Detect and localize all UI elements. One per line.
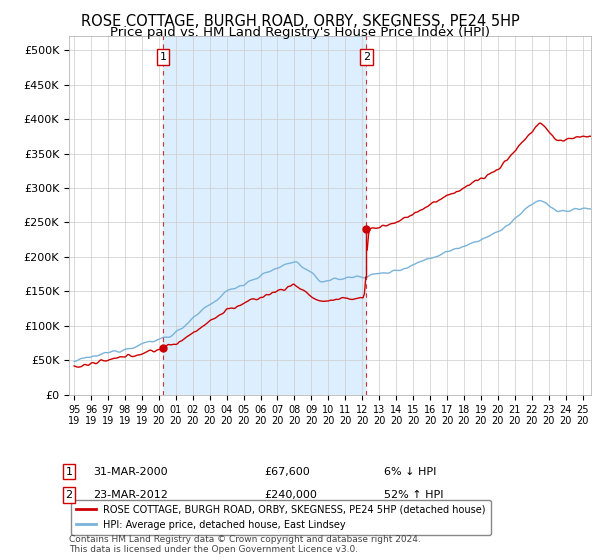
Text: 1: 1	[160, 52, 167, 62]
Text: 6% ↓ HPI: 6% ↓ HPI	[384, 466, 436, 477]
Text: 52% ↑ HPI: 52% ↑ HPI	[384, 490, 443, 500]
Bar	[163, 36, 367, 395]
Text: £240,000: £240,000	[264, 490, 317, 500]
Text: Contains HM Land Registry data © Crown copyright and database right 2024.
This d: Contains HM Land Registry data © Crown c…	[69, 535, 421, 554]
Text: ROSE COTTAGE, BURGH ROAD, ORBY, SKEGNESS, PE24 5HP: ROSE COTTAGE, BURGH ROAD, ORBY, SKEGNESS…	[80, 14, 520, 29]
Text: 2: 2	[65, 490, 73, 500]
Text: £67,600: £67,600	[264, 466, 310, 477]
Text: 2: 2	[363, 52, 370, 62]
Text: Price paid vs. HM Land Registry's House Price Index (HPI): Price paid vs. HM Land Registry's House …	[110, 26, 490, 39]
Text: 31-MAR-2000: 31-MAR-2000	[93, 466, 167, 477]
Legend: ROSE COTTAGE, BURGH ROAD, ORBY, SKEGNESS, PE24 5HP (detached house), HPI: Averag: ROSE COTTAGE, BURGH ROAD, ORBY, SKEGNESS…	[71, 500, 491, 535]
Text: 1: 1	[65, 466, 73, 477]
Text: 23-MAR-2012: 23-MAR-2012	[93, 490, 168, 500]
